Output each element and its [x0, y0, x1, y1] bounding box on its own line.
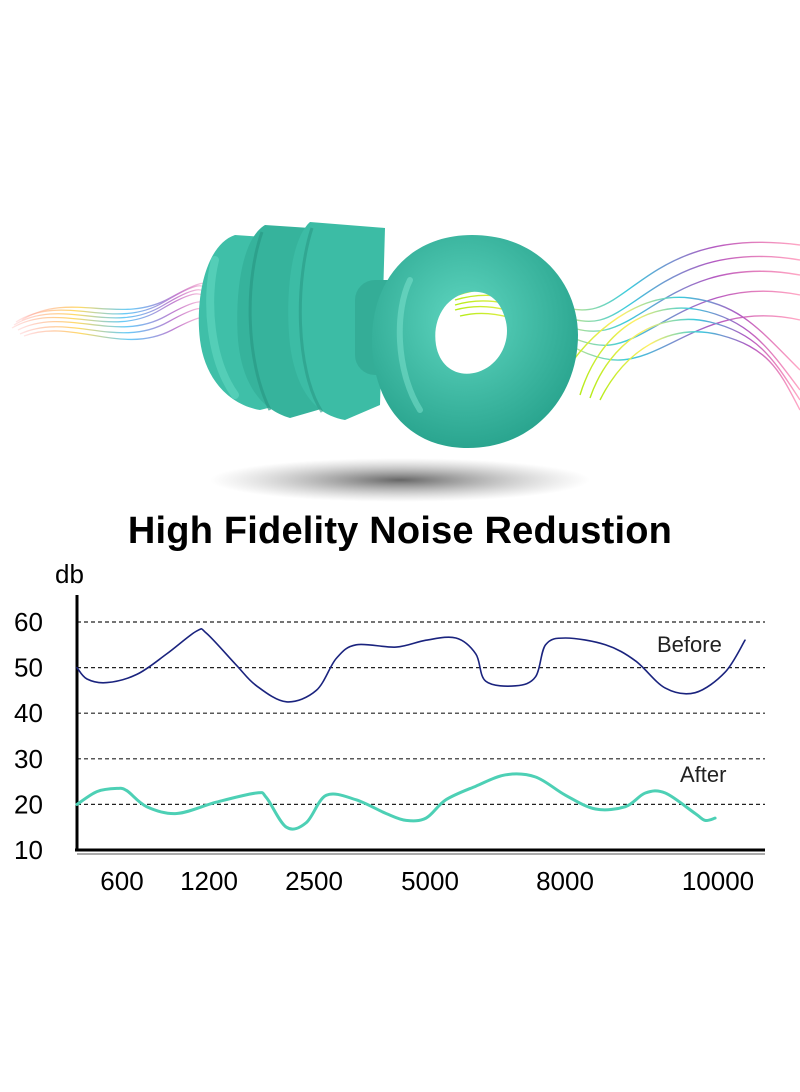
y-tick-label: 40	[14, 698, 43, 728]
earplug-icon	[198, 222, 578, 448]
y-tick-label: 20	[14, 789, 43, 819]
y-tick-label: 30	[14, 744, 43, 774]
x-tick-label: 600	[100, 866, 143, 896]
sound-wave-left	[11, 282, 216, 341]
grid-lines	[77, 621, 765, 806]
x-tick-label: 2500	[285, 866, 343, 896]
earplug-illustration	[11, 222, 800, 502]
y-tick-label: 50	[14, 653, 43, 683]
x-tick-label: 8000	[536, 866, 594, 896]
x-tick-label: 1200	[180, 866, 238, 896]
series-label-after: After	[680, 762, 726, 787]
chart-title: High Fidelity Noise Redustion	[127, 510, 673, 552]
y-axis-label: db	[55, 559, 84, 589]
y-tick-label: 10	[14, 835, 43, 865]
product-shadow	[210, 458, 590, 502]
series-line-after	[75, 772, 717, 831]
series-lines	[75, 628, 746, 831]
y-tick-label: 60	[14, 607, 43, 637]
axes	[75, 595, 765, 855]
chart-labels: 10 20 30 40 50 60 db 600 1200 2500 5000 8000 10000 Be…	[14, 559, 754, 896]
x-tick-label: 5000	[401, 866, 459, 896]
series-line-before	[76, 628, 746, 703]
x-tick-label: 10000	[682, 866, 754, 896]
noise-reduction-chart: 10 20 30 40 50 60 db 600 1200 2500 5000 8000 10000 Be…	[14, 559, 765, 896]
series-label-before: Before	[657, 632, 722, 657]
